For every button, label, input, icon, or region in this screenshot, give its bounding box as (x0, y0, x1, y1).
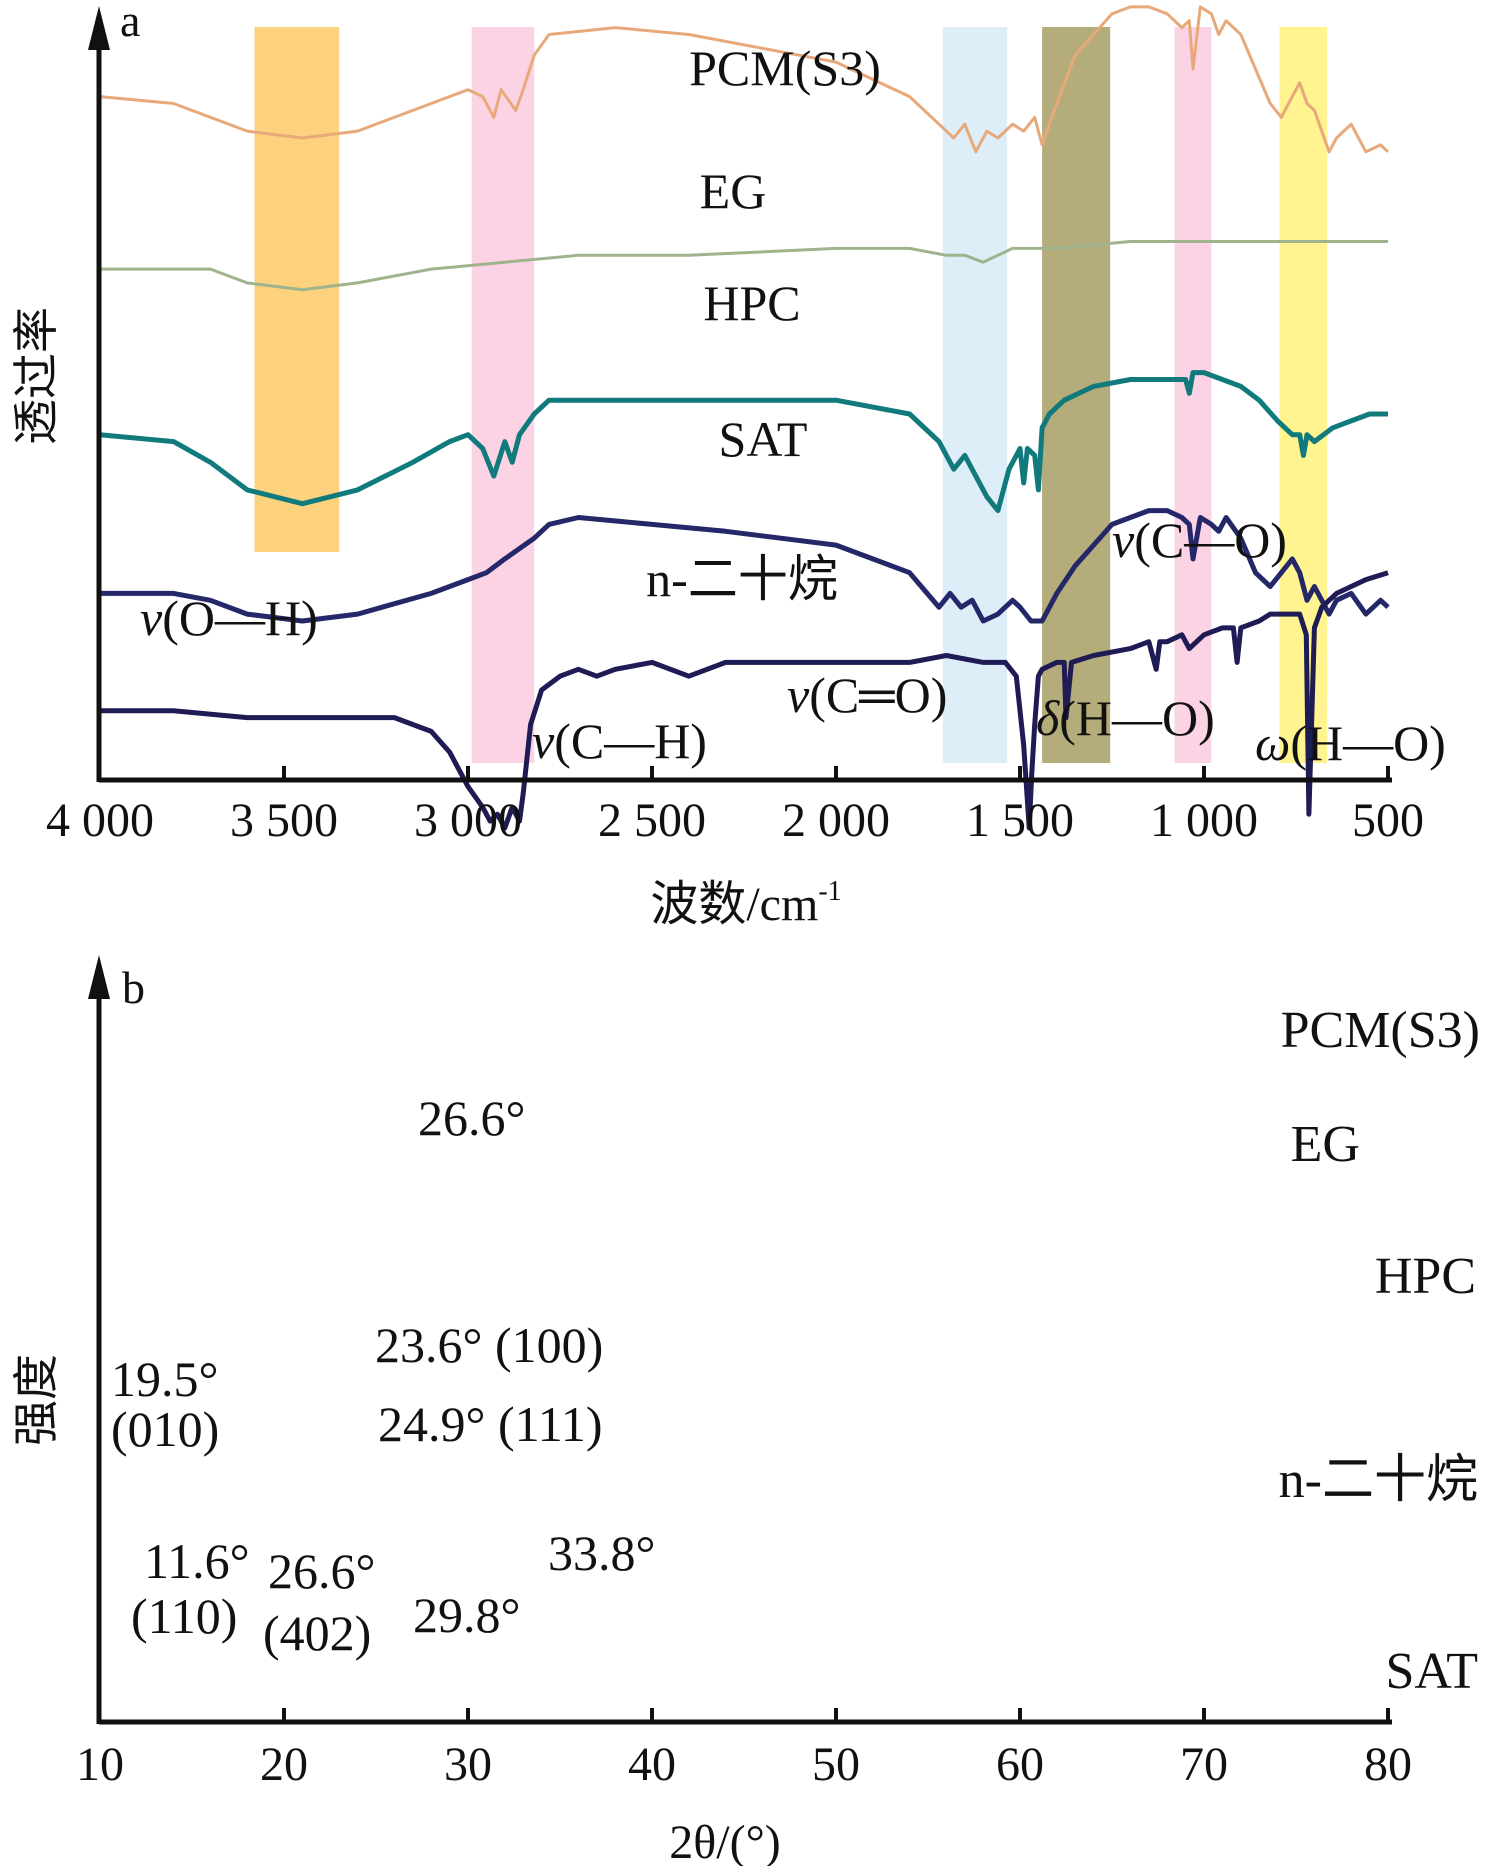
x-tick-label: 3 500 (230, 794, 338, 847)
series-label-eg: EG (700, 163, 767, 219)
x-tick-label: 500 (1352, 794, 1424, 847)
series-label-pcm: PCM(S3) (689, 40, 881, 96)
annotation-prefix: v (787, 667, 810, 723)
series-label-hpc: HPC (703, 275, 800, 331)
x-ticks: 10 20 30 40 50 60 70 80 (76, 1708, 1412, 1791)
panel-label-b: b (122, 962, 145, 1013)
annotation-text: (C═O) (809, 667, 947, 723)
annotation-prefix: ω (1255, 715, 1290, 771)
annotation-33-8: 33.8° (548, 1525, 656, 1581)
series-label-hpc: HPC (1375, 1248, 1476, 1305)
annotation-sat-26-6: 26.6° (268, 1543, 376, 1599)
annotation-text: (H—O) (1059, 690, 1215, 746)
x-tick-label: 70 (1180, 1738, 1228, 1791)
series-line-4 (100, 508, 1390, 624)
band-2 (471, 27, 535, 763)
series-label-eg: EG (1291, 1116, 1360, 1173)
panel-b-xrd: 10 20 30 40 50 60 70 80 b 强度 2θ/(°) PCM(S3) EG … (11, 955, 1480, 1866)
x-tick-label: 2 500 (598, 794, 706, 847)
x-tick-label: 20 (260, 1738, 308, 1791)
annotation-text: (C—H) (554, 713, 707, 769)
x-tick-label: 80 (1364, 1738, 1412, 1791)
annotation-text: (H—O) (1290, 715, 1446, 771)
annotation-ho-bend: δ(H—O) (1036, 690, 1215, 746)
series-line-3 (99, 370, 1388, 514)
annotation-ch-stretch: v(C—H) (532, 713, 707, 769)
band-highlights (254, 27, 1328, 763)
y-axis-arrow-icon (88, 6, 110, 50)
annotation-19-5: 19.5° (111, 1351, 219, 1407)
annotation-ho-wag: ω(H—O) (1255, 715, 1446, 771)
annotation-prefix: v (1112, 512, 1135, 568)
annotation-eg-26-6: 26.6° (418, 1090, 526, 1146)
y-axis-title: 透过率 (11, 307, 62, 445)
x-tick-label: 2 000 (782, 794, 890, 847)
y-axis-arrow-icon (88, 955, 110, 999)
x-tick-label: 1 500 (966, 794, 1074, 847)
series-label-n-eicosane: n-二十烷 (1279, 1452, 1478, 1509)
annotation-prefix: v (140, 590, 163, 646)
annotation-oh-stretch: v(O—H) (140, 590, 318, 646)
x-axis-title: 波数/cm-1 (650, 876, 841, 931)
band-6 (1279, 27, 1328, 763)
annotation-11-6: 11.6° (144, 1533, 250, 1589)
series-line-5 (100, 570, 1389, 831)
y-axis-title: 强度 (11, 1354, 62, 1446)
x-axis-title-text: 波数/cm (650, 878, 818, 931)
annotation-text: (C—O) (1134, 512, 1287, 568)
series-line-1 (99, 5, 1390, 154)
annotation-co-double-stretch: v(C═O) (787, 667, 947, 723)
annotation-23-6-100: 23.6° (100) (375, 1317, 603, 1373)
annotation-402: (402) (263, 1605, 371, 1661)
annotation-010: (010) (111, 1401, 219, 1457)
x-tick-label: 30 (444, 1738, 492, 1791)
x-tick-label: 4 000 (46, 794, 154, 847)
series-label-sat: SAT (719, 411, 808, 467)
annotation-110: (110) (131, 1588, 237, 1644)
x-axis-title: 2θ/(°) (669, 1816, 781, 1866)
x-tick-label: 1 000 (1150, 794, 1258, 847)
x-tick-label: 60 (996, 1738, 1044, 1791)
series-label-pcm: PCM(S3) (1281, 1002, 1480, 1059)
series-label-n-eicosane: n-二十烷 (646, 551, 838, 607)
x-tick-label: 50 (812, 1738, 860, 1791)
annotation-prefix: δ (1036, 690, 1060, 746)
panel-label-a: a (120, 0, 140, 46)
x-axis-title-superscript: -1 (818, 876, 841, 907)
panel-a-ftir: 4 000 3 500 3 000 2 500 2 000 1 500 1 000 500 a… (11, 0, 1446, 931)
annotation-prefix: v (532, 713, 555, 769)
series-label-sat: SAT (1386, 1643, 1478, 1700)
annotation-co-stretch: v(C—O) (1112, 512, 1287, 568)
annotation-29-8: 29.8° (413, 1587, 521, 1643)
band-5 (1174, 27, 1212, 763)
annotation-text: (O—H) (162, 590, 318, 646)
x-tick-label: 10 (76, 1738, 124, 1791)
x-tick-label: 40 (628, 1738, 676, 1791)
x-tick-label: 3 000 (414, 794, 522, 847)
series-line-2 (100, 240, 1388, 292)
annotation-24-9-111: 24.9° (111) (378, 1396, 603, 1452)
x-ticks: 4 000 3 500 3 000 2 500 2 000 1 500 1 000 500 (46, 766, 1424, 847)
ftir-series (99, 5, 1390, 831)
